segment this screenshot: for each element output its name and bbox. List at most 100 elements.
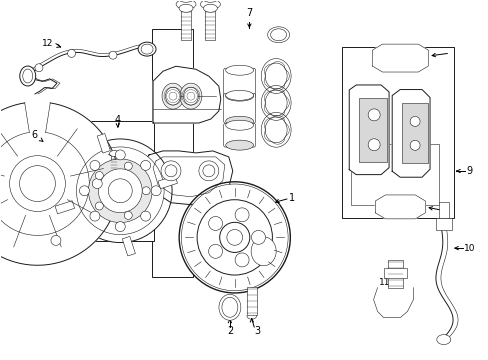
Bar: [205, 8, 215, 40]
Circle shape: [35, 64, 43, 72]
Ellipse shape: [267, 27, 289, 43]
Circle shape: [88, 159, 152, 222]
Circle shape: [409, 116, 419, 126]
Ellipse shape: [138, 42, 156, 56]
Circle shape: [95, 202, 103, 210]
Text: 3: 3: [254, 326, 260, 336]
Bar: [246, 287, 256, 315]
Circle shape: [141, 161, 150, 170]
Circle shape: [124, 211, 132, 219]
Circle shape: [90, 161, 100, 170]
Circle shape: [161, 161, 181, 181]
Circle shape: [251, 230, 265, 244]
Ellipse shape: [203, 4, 217, 12]
FancyBboxPatch shape: [223, 68, 255, 98]
Bar: [81, 121, 154, 241]
Bar: [122, 237, 135, 256]
Circle shape: [79, 186, 89, 196]
Text: 2: 2: [226, 326, 233, 336]
Polygon shape: [372, 44, 427, 72]
Circle shape: [20, 166, 55, 202]
Text: 5: 5: [102, 142, 108, 152]
Bar: [97, 134, 110, 153]
Bar: [435, 218, 451, 230]
Ellipse shape: [225, 120, 253, 130]
Ellipse shape: [436, 334, 450, 345]
Polygon shape: [391, 90, 429, 177]
Circle shape: [10, 156, 65, 211]
Circle shape: [115, 222, 125, 231]
Bar: [359, 98, 386, 162]
Polygon shape: [143, 151, 232, 205]
Text: 10: 10: [463, 244, 474, 253]
Ellipse shape: [225, 90, 253, 100]
Ellipse shape: [179, 4, 193, 12]
Circle shape: [108, 179, 132, 203]
Text: 1: 1: [288, 193, 295, 203]
Ellipse shape: [270, 29, 286, 41]
Circle shape: [142, 187, 150, 195]
Text: 11: 11: [378, 278, 390, 287]
Bar: [401, 103, 427, 163]
Circle shape: [98, 169, 142, 213]
Circle shape: [181, 184, 287, 291]
Text: 6: 6: [31, 130, 37, 140]
Circle shape: [235, 208, 248, 222]
Text: 8: 8: [391, 206, 397, 216]
Text: 9: 9: [466, 166, 471, 176]
Bar: [152, 30, 193, 277]
FancyBboxPatch shape: [223, 93, 255, 123]
Circle shape: [67, 49, 76, 57]
Polygon shape: [348, 85, 388, 175]
Text: 12: 12: [42, 39, 53, 48]
Circle shape: [68, 139, 172, 243]
Circle shape: [179, 182, 290, 293]
Circle shape: [367, 109, 379, 121]
FancyBboxPatch shape: [223, 123, 255, 147]
Ellipse shape: [176, 0, 196, 9]
Ellipse shape: [200, 0, 220, 9]
Bar: [55, 201, 75, 214]
Ellipse shape: [251, 237, 276, 266]
Ellipse shape: [225, 65, 253, 75]
Circle shape: [208, 216, 222, 230]
Bar: [111, 154, 117, 176]
Ellipse shape: [202, 0, 218, 2]
Circle shape: [203, 165, 214, 177]
Ellipse shape: [219, 294, 241, 320]
Circle shape: [109, 51, 117, 59]
Bar: [383, 268, 407, 278]
Circle shape: [208, 244, 222, 258]
Ellipse shape: [20, 66, 36, 86]
Circle shape: [141, 211, 150, 221]
Circle shape: [90, 211, 100, 221]
Circle shape: [235, 253, 248, 267]
Bar: [438, 202, 448, 218]
Circle shape: [124, 162, 132, 170]
Circle shape: [51, 235, 61, 246]
Ellipse shape: [178, 0, 194, 2]
Ellipse shape: [225, 91, 253, 101]
Polygon shape: [153, 66, 221, 123]
Circle shape: [226, 229, 242, 245]
Bar: [158, 176, 177, 189]
Ellipse shape: [225, 116, 253, 126]
Polygon shape: [0, 103, 119, 265]
Ellipse shape: [162, 83, 183, 109]
Bar: [387, 260, 403, 288]
Ellipse shape: [180, 83, 202, 109]
Circle shape: [92, 179, 102, 189]
Ellipse shape: [165, 87, 180, 105]
Ellipse shape: [222, 297, 237, 317]
Circle shape: [164, 165, 177, 177]
Circle shape: [367, 139, 379, 151]
Text: 7: 7: [246, 8, 252, 18]
Ellipse shape: [183, 87, 198, 105]
Circle shape: [151, 186, 161, 196]
Text: 4: 4: [115, 115, 121, 125]
Ellipse shape: [109, 150, 119, 157]
Ellipse shape: [23, 69, 33, 83]
Circle shape: [197, 200, 272, 275]
Ellipse shape: [225, 140, 253, 150]
Circle shape: [95, 172, 103, 180]
